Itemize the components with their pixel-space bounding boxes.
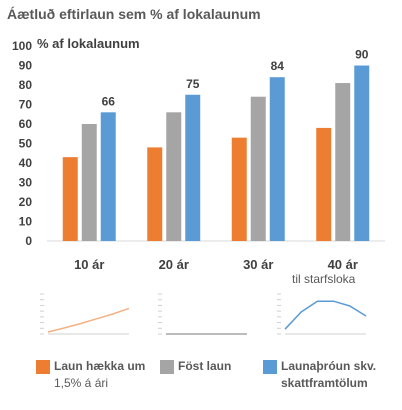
x-tick-label: 20 ár — [159, 257, 189, 272]
bar-blue — [100, 112, 116, 241]
y-tick-label: 80 — [19, 78, 33, 92]
bar-orange — [316, 127, 332, 241]
bar-gray — [81, 124, 97, 241]
bar-orange — [62, 157, 78, 241]
bar-orange — [231, 137, 247, 241]
bar-blue — [185, 94, 201, 241]
y-tick-label: 40 — [19, 156, 33, 170]
legend-label: 1,5% á ári — [54, 376, 109, 390]
data-label: 84 — [271, 59, 285, 73]
bar-orange — [147, 147, 163, 241]
data-label: 66 — [102, 94, 116, 108]
y-tick-label: 60 — [19, 117, 33, 131]
y-tick-label: 10 — [19, 215, 33, 229]
y-tick-label: 90 — [19, 59, 33, 73]
y-tick-label: 20 — [19, 195, 33, 209]
bar-gray — [250, 96, 266, 241]
chart-title: Áætluð eftirlaun sem % af lokalaunum — [7, 6, 261, 22]
legend-swatch-orange — [36, 360, 50, 374]
x-tick-label: 40 ár — [328, 257, 358, 272]
y-tick-label: 0 — [25, 234, 32, 248]
bar-gray — [335, 83, 351, 241]
y-axis-label: % af lokalaunum — [37, 36, 140, 51]
x-tick-label: 30 ár — [243, 257, 273, 272]
main-bar-chart: 0 10 20 30 40 50 60 70 80 90 100 % af lokalaunum 6… — [12, 36, 385, 286]
bar-blue — [354, 65, 370, 241]
x-tick-label: 10 ár — [74, 257, 104, 272]
data-label: 75 — [186, 77, 200, 91]
legend-label: skattframtölum — [281, 376, 368, 390]
y-tick-label: 100 — [12, 39, 32, 53]
mini-chart-hump — [277, 293, 367, 335]
mini-chart-flat — [158, 293, 247, 335]
y-tick-label: 50 — [19, 137, 33, 151]
legend-item-gray: Föst laun — [160, 358, 231, 375]
legend-item-blue: Launaþróun skv. skattframtölum — [263, 358, 376, 392]
mini-line — [47, 307, 130, 333]
y-tick-label: 70 — [19, 98, 33, 112]
mini-line — [284, 300, 367, 330]
bar-gray — [166, 112, 182, 241]
legend-label: Föst laun — [178, 359, 232, 373]
bar-blue — [269, 77, 285, 241]
legend-label: Laun hækka um — [54, 359, 146, 373]
legend-label: Launaþróun skv. — [281, 359, 377, 373]
legend-swatch-gray — [160, 360, 174, 374]
y-tick-label: 30 — [19, 176, 33, 190]
legend-swatch-blue — [263, 360, 277, 374]
x-axis-note: til starfsloka — [292, 272, 356, 286]
legend-item-orange: Laun hækka um 1,5% á ári — [36, 358, 145, 392]
data-label: 90 — [355, 48, 369, 62]
mini-chart-rising — [40, 293, 130, 335]
